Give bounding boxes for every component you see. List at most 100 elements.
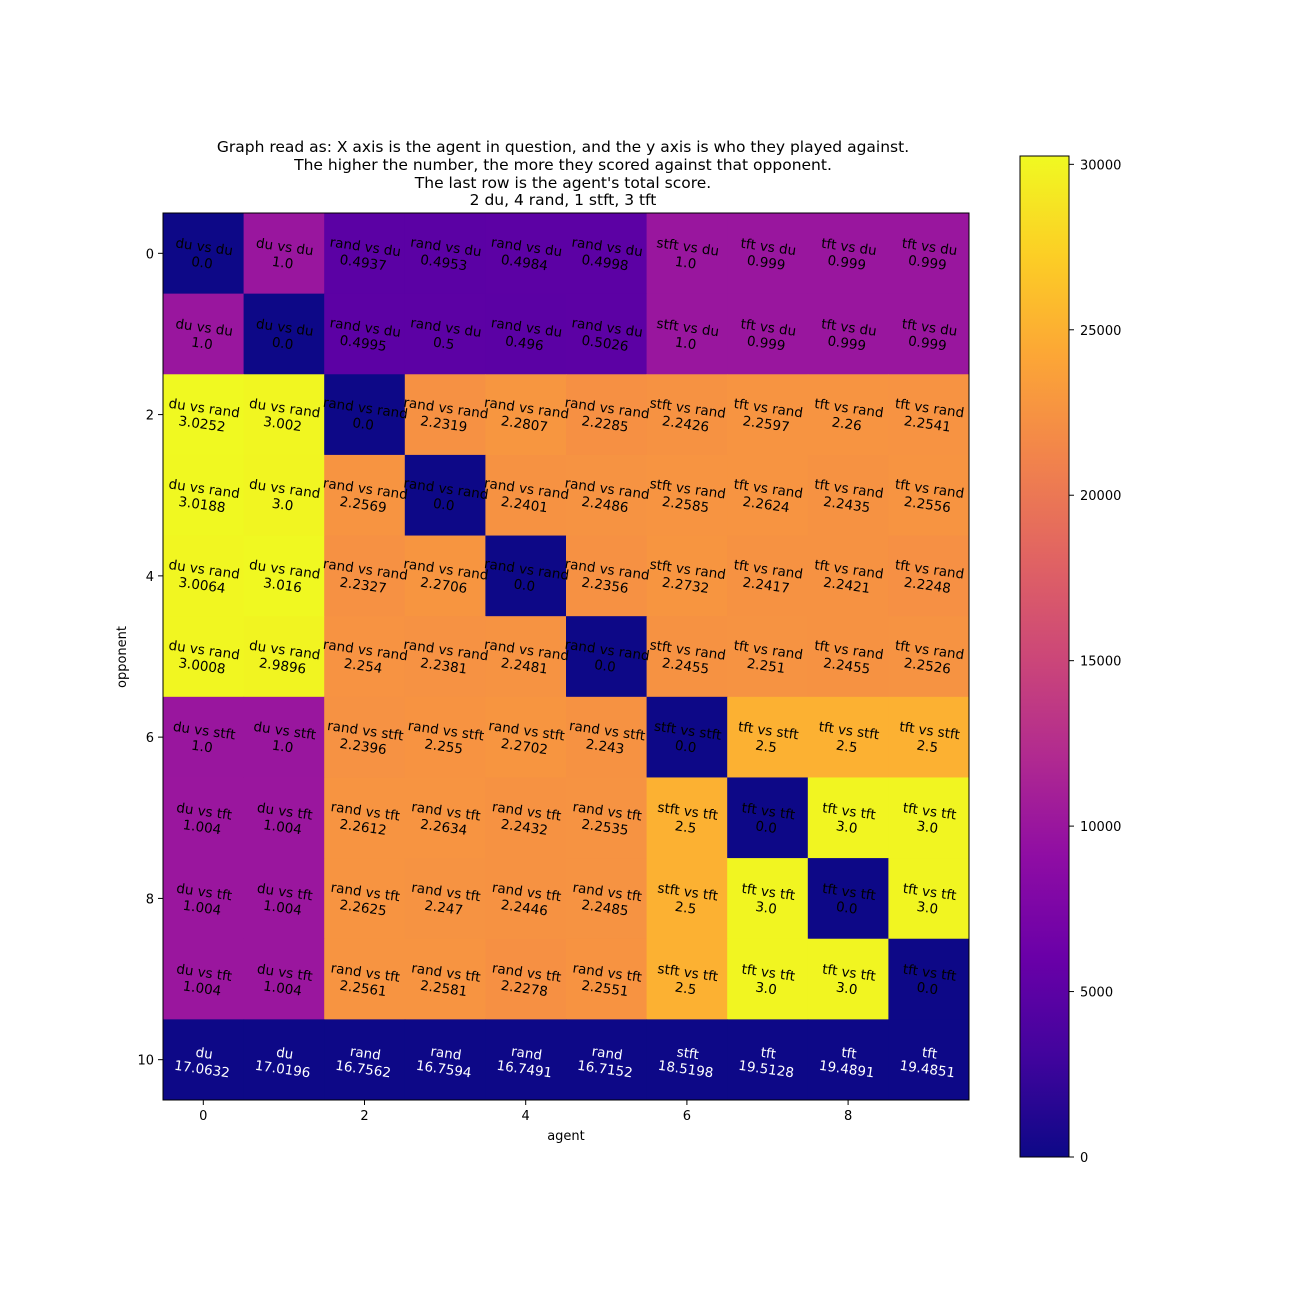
cell-annotation: rand vs du0.4984 xyxy=(488,234,563,276)
heatmap-cell xyxy=(243,535,325,617)
heatmap-cell xyxy=(485,616,567,698)
colorbar: 0 5000 10000 15000 20000 25000 30000 xyxy=(1019,155,1121,1166)
cell-annotation: rand16.7152 xyxy=(576,1042,636,1081)
heatmap-cell xyxy=(566,938,648,1020)
cell-annotation: tft vs tft3.0 xyxy=(900,881,958,920)
y-tick-label: 0 xyxy=(146,247,154,262)
cell-annotation: rand vs tft2.2446 xyxy=(489,880,562,921)
x-tick-label: 2 xyxy=(360,1109,368,1124)
cell-annotation: du vs du1.0 xyxy=(172,316,234,356)
heatmap-cell xyxy=(404,616,486,698)
heatmap-cell xyxy=(243,213,325,295)
colorbar-frame xyxy=(1019,155,1070,1158)
heatmap-cell xyxy=(727,454,809,537)
x-tick-label: 4 xyxy=(522,1109,530,1124)
heatmap-cell xyxy=(163,616,245,698)
heatmap-cell xyxy=(646,616,728,698)
heatmap-cell xyxy=(485,374,567,456)
heatmap-cell xyxy=(646,858,728,940)
cell-annotation: rand16.7491 xyxy=(496,1042,556,1081)
heatmap-cell xyxy=(163,777,245,859)
heatmap-cell xyxy=(163,454,245,537)
cell-annotation: tft vs du0.999 xyxy=(899,316,959,355)
cell-annotation: du vs du0.0 xyxy=(172,235,234,275)
heatmap-cell xyxy=(727,616,809,698)
heatmap-cell xyxy=(404,777,486,859)
cell-annotation: stft vs rand2.2455 xyxy=(646,637,726,679)
title-line-1: Graph read as: X axis is the agent in qu… xyxy=(217,138,909,156)
heatmap-cell xyxy=(566,374,648,456)
heatmap-cell xyxy=(646,777,728,859)
colorbar-tick-label: 15000 xyxy=(1080,655,1121,670)
colorbar-gradient xyxy=(1020,156,1069,1157)
cell-annotation: stft vs rand2.2426 xyxy=(646,395,726,437)
heatmap-cell xyxy=(324,696,406,778)
cell-annotation: rand16.7562 xyxy=(334,1042,394,1081)
heatmap-cell xyxy=(646,454,728,537)
heatmap-cell xyxy=(243,616,325,698)
cell-annotation: tft vs du0.999 xyxy=(818,236,878,275)
heatmap-cell xyxy=(807,858,889,940)
heatmap-cell xyxy=(888,858,970,940)
cell-annotation: du17.0632 xyxy=(173,1042,233,1081)
heatmap-cell xyxy=(566,858,648,940)
cell-annotation: du vs rand3.0188 xyxy=(165,476,240,518)
title-line-3: The last row is the agent's total score. xyxy=(414,174,711,192)
heatmap-cell xyxy=(566,696,648,778)
cell-annotation: du vs du1.0 xyxy=(253,235,315,275)
heatmap-cell xyxy=(646,696,728,778)
cell-annotation: tft vs du0.999 xyxy=(737,236,797,275)
heatmap-cell xyxy=(243,293,325,375)
colorbar-tick-label: 0 xyxy=(1080,1151,1088,1166)
heatmap-cell xyxy=(404,696,486,778)
heatmap-cell xyxy=(485,454,567,537)
cell-annotation: tft19.4891 xyxy=(818,1042,878,1081)
cell-annotation: tft vs du0.999 xyxy=(899,236,959,275)
heatmap-cell xyxy=(324,293,406,375)
cell-annotation: tft vs du0.999 xyxy=(818,316,878,355)
cell-annotation: tft vs tft3.0 xyxy=(900,800,958,839)
cell-annotation: tft19.4851 xyxy=(899,1042,959,1081)
cell-annotation: rand vs tft2.2581 xyxy=(408,960,481,1001)
heatmap-cell xyxy=(727,696,809,778)
heatmap-cell xyxy=(404,293,486,375)
heatmap-cell xyxy=(727,938,809,1020)
cell-annotation: rand vs tft2.2278 xyxy=(489,960,562,1001)
heatmap-cell xyxy=(888,696,970,778)
cell-annotation: du vs rand3.0008 xyxy=(165,638,240,680)
cell-annotation: du vs tft1.004 xyxy=(254,881,314,920)
colorbar-tick-label: 25000 xyxy=(1080,324,1121,339)
heatmap-cell xyxy=(727,777,809,859)
heatmap-cell xyxy=(324,213,406,295)
cell-annotation: du vs tft1.004 xyxy=(173,800,233,839)
y-tick-label: 10 xyxy=(137,1054,154,1069)
heatmap-cell xyxy=(727,293,809,375)
heatmap-cell xyxy=(243,454,325,537)
heatmap-cell xyxy=(888,213,970,295)
heatmap-cell xyxy=(807,1019,889,1101)
y-tick-label: 4 xyxy=(146,570,154,585)
heatmap-cell xyxy=(566,1019,648,1101)
heatmap-cell xyxy=(807,938,889,1020)
heatmap-cell xyxy=(404,535,486,617)
cell-annotation: du vs du0.0 xyxy=(253,316,315,356)
heatmap-cell xyxy=(404,1019,486,1101)
cell-annotation: tft vs rand2.2541 xyxy=(892,396,965,437)
heatmap-cell xyxy=(163,938,245,1020)
heatmap-cell xyxy=(485,777,567,859)
heatmap-cell xyxy=(324,616,406,698)
heatmap-cell xyxy=(485,535,567,617)
y-tick-label: 6 xyxy=(146,731,154,746)
cell-annotation: tft vs stft2.5 xyxy=(735,719,800,759)
heatmap-cell xyxy=(807,696,889,778)
heatmap-cell xyxy=(566,213,648,295)
heatmap-cell xyxy=(566,535,648,617)
heatmap-cell xyxy=(807,616,889,698)
heatmap-cell xyxy=(646,213,728,295)
heatmap-cell xyxy=(243,938,325,1020)
heatmap-cell xyxy=(163,213,245,295)
heatmap-cell xyxy=(727,374,809,456)
heatmap-cell xyxy=(485,696,567,778)
heatmap-cell xyxy=(888,938,970,1020)
